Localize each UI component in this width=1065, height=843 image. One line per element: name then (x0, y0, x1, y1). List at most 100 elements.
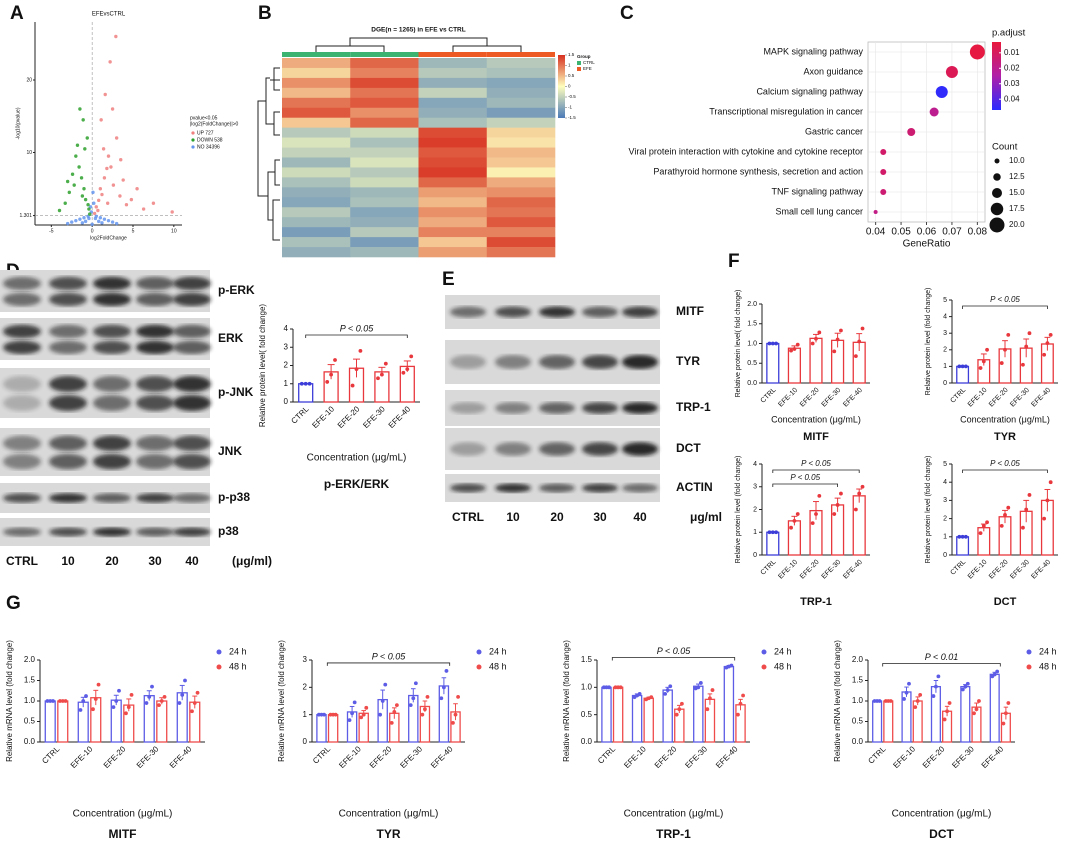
bar (723, 665, 735, 743)
blot-row-label: TRP-1 (676, 400, 711, 414)
point (114, 34, 118, 39)
size-legend-label: 20.0 (1009, 220, 1025, 229)
replicate-point (111, 705, 116, 710)
point (110, 220, 115, 224)
heatmap-cell (282, 207, 351, 218)
y-tick-label: 2.0 (747, 301, 757, 308)
replicate-point (789, 525, 793, 530)
replicate-point (999, 523, 1004, 528)
replicate-point (358, 349, 363, 353)
replicate-point (162, 695, 167, 699)
point (87, 207, 91, 211)
blot-unit: (μg/ml) (232, 554, 272, 568)
y-tick-label: 2 (303, 682, 308, 691)
replicate-point (960, 534, 965, 539)
dot (880, 149, 887, 155)
y-tick-label: 4 (753, 461, 757, 468)
heatmap-cell (486, 77, 556, 89)
blot-row-label: DCT (676, 441, 701, 455)
legend-label: 48 h (1039, 661, 1057, 671)
replicate-point (792, 347, 797, 351)
blot-band (582, 402, 618, 414)
legend-label: 48 h (774, 661, 792, 671)
colorbar-label: 0.04 (1004, 94, 1020, 103)
point (141, 207, 146, 211)
bar (316, 714, 327, 743)
point (86, 203, 90, 207)
y-tick-label: 3 (943, 330, 947, 337)
replicate-point (977, 699, 981, 703)
panel-label: F (728, 251, 740, 272)
x-axis-label: Concentration (μg/mL) (73, 809, 173, 820)
bar (57, 700, 69, 743)
heatmap-cell (418, 177, 488, 188)
bar (156, 700, 168, 743)
y-tick-label: Axon guidance (803, 66, 863, 76)
heatmap-cell (350, 187, 419, 198)
heatmap-cell (486, 197, 556, 208)
replicate-point (668, 684, 673, 689)
x-tick-label: EFE-20 (988, 559, 1010, 581)
x-tick-label: EFE-30 (398, 744, 424, 770)
blot-band (49, 453, 87, 470)
y-axis-label: Relative protein level (fold change) (925, 456, 932, 564)
x-tick-label: EFE-40 (168, 744, 194, 770)
blot-band (622, 354, 658, 370)
heatmap-cell (350, 107, 419, 118)
x-tick-label: 0.04 (866, 227, 886, 238)
significance-bracket (772, 469, 860, 473)
replicate-point (985, 347, 989, 352)
replicate-point (817, 330, 822, 335)
replicate-point (51, 699, 55, 703)
replicate-point (942, 717, 947, 722)
x-tick-label: EFE-30 (1009, 559, 1031, 581)
bar (960, 686, 971, 743)
replicate-point (389, 720, 394, 725)
point (65, 221, 70, 226)
y-tick-label: 0.5 (852, 717, 864, 726)
point (98, 187, 103, 191)
point (108, 60, 112, 64)
x-tick-label: EFE-30 (361, 404, 387, 430)
replicate-point (981, 523, 986, 528)
replicate-point (945, 709, 949, 714)
heatmap-cell (418, 207, 488, 218)
size-legend-label: 10.0 (1009, 156, 1025, 165)
colorbar-title: p.adjust (992, 28, 1026, 39)
y-tick-label: 3 (943, 497, 947, 504)
point (106, 154, 111, 158)
blot-band (539, 402, 575, 414)
blot-band (93, 453, 131, 470)
x-tick-label: EFE-20 (368, 744, 394, 770)
legend-label: EFE (583, 66, 592, 71)
replicate-point (376, 376, 380, 381)
x-tick-label: CTRL (289, 404, 311, 426)
replicate-point (618, 685, 623, 690)
size-legend-title: Count (992, 142, 1018, 153)
blot-row-label: JNK (218, 444, 242, 458)
blot-strip (0, 270, 210, 312)
blot-band (450, 354, 486, 370)
y-tick-label: 0 (943, 552, 947, 559)
replicate-point (392, 710, 397, 714)
replicate-point (58, 699, 62, 703)
heatmap-cell (350, 197, 419, 208)
x-tick-label: EFE-10 (337, 744, 363, 770)
chart-title: MITF (109, 827, 137, 841)
blot-row-label: p-ERK (218, 283, 255, 297)
heatmap-cell (282, 77, 351, 89)
heatmap-cell (486, 177, 556, 188)
blot-band (173, 527, 211, 537)
blot-band (582, 354, 618, 370)
heatmap-cell (418, 147, 488, 158)
blot-band (622, 402, 658, 414)
colorbar-label: 1 (568, 63, 571, 68)
blot-row-label: p38 (218, 524, 239, 538)
heatmap-cell (282, 217, 351, 228)
point (83, 197, 88, 202)
point (82, 216, 86, 220)
heatmap-cell (282, 117, 351, 128)
heatmap-cell (486, 187, 556, 198)
blot-band (622, 306, 658, 318)
